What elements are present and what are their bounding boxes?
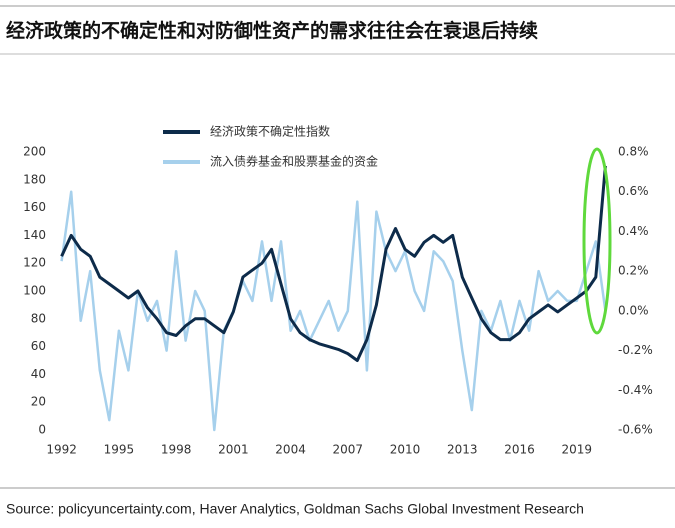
x-tick-label: 1995 — [104, 443, 135, 457]
legend-label: 流入债券基金和股票基金的资金 — [210, 154, 378, 169]
y-tick-label: 80 — [31, 311, 46, 325]
x-tick-label: 1992 — [46, 443, 77, 457]
y-tick-label: 200 — [23, 145, 46, 159]
y-tick-label: 120 — [23, 256, 46, 270]
y-tick-label: 100 — [23, 284, 46, 298]
highlight-ellipse — [582, 147, 612, 335]
y-tick-label: 60 — [31, 339, 46, 353]
series-line — [60, 190, 607, 432]
x-tick-label: 2004 — [275, 443, 306, 457]
y2-tick-label: 0.4% — [618, 224, 649, 238]
y-tick-label: 180 — [23, 172, 46, 186]
x-tick-label: 2010 — [390, 443, 421, 457]
x-tick-label: 1998 — [161, 443, 192, 457]
y-tick-label: 140 — [23, 228, 46, 242]
y2-tick-label: -0.2% — [618, 343, 653, 357]
series-line — [60, 165, 607, 362]
y2-tick-label: 0.0% — [618, 303, 649, 317]
source: Source: policyuncertainty.com, Haver Ana… — [6, 501, 584, 517]
chart-title: 经济政策的不确定性和对防御性资产的需求往往会在衰退后持续 — [6, 19, 538, 42]
y2-tick-label: 0.2% — [618, 264, 649, 278]
y-tick-label: 20 — [31, 395, 46, 409]
x-tick-label: 2016 — [504, 443, 535, 457]
y-tick-label: 0 — [38, 423, 46, 437]
x-tick-label: 2007 — [333, 443, 364, 457]
y2-tick-label: -0.4% — [618, 383, 653, 397]
y-tick-label: 40 — [31, 367, 46, 381]
legend-label: 经济政策不确定性指数 — [210, 124, 330, 139]
y-tick-label: 160 — [23, 200, 46, 214]
x-tick-label: 2001 — [218, 443, 249, 457]
y2-tick-label: -0.6% — [618, 423, 653, 437]
x-tick-label: 2013 — [447, 443, 478, 457]
y2-tick-label: 0.8% — [618, 145, 649, 159]
plot: 0 20 40 60 80 100 120 140 160 180 200 -0.6% -0.4% -0.… — [23, 124, 653, 457]
y2-tick-label: 0.6% — [618, 184, 649, 198]
x-tick-label: 2019 — [561, 443, 592, 457]
